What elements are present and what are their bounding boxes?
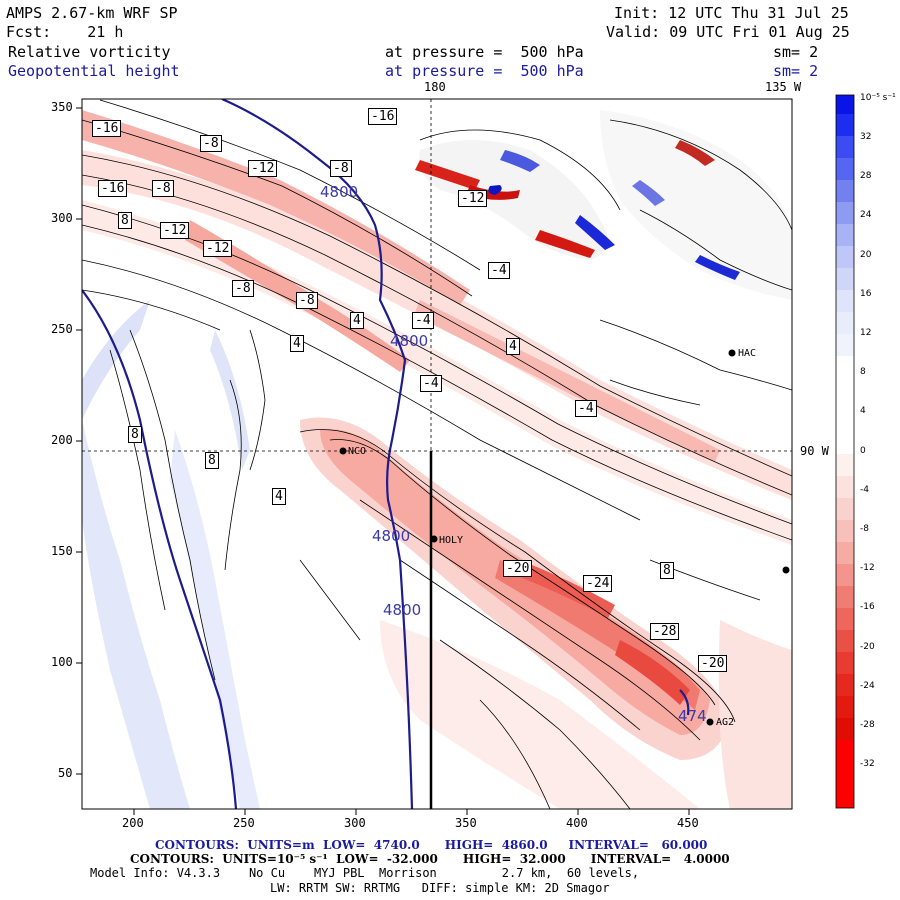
y-tick-label: 150 [51, 544, 73, 558]
colorbar-level-label: 16 [860, 288, 872, 299]
vorticity-contour-label: -8 [296, 292, 318, 309]
colorbar-level-label: 20 [860, 249, 872, 260]
x-tick-label: 350 [455, 816, 477, 830]
vorticity-contour-label: -28 [650, 623, 680, 640]
colorbar-level-label: 28 [860, 171, 872, 182]
colorbar-level-label: 12 [860, 328, 872, 338]
vorticity-contour-label: -8 [152, 180, 174, 197]
colorbar-level-label: -12 [860, 563, 875, 574]
vorticity-contour-label: 8 [118, 212, 132, 229]
shading-layer [82, 110, 792, 809]
height-contour-label: 4800 [383, 601, 422, 619]
colorbar-level-label: 24 [860, 210, 872, 221]
colorbar-level-label: -32 [860, 759, 875, 770]
lon-label-90w: 90 W [800, 444, 829, 458]
field2-smoothing: sm= 2 [773, 62, 819, 80]
vorticity-contour-label: 4 [506, 338, 520, 355]
forecast-hour: Fcst: 21 h [6, 23, 124, 41]
vorticity-contour-label: -12 [248, 160, 278, 177]
init-time: Init: 12 UTC Thu 31 Jul 25 [614, 4, 849, 22]
vorticity-contour-label: -4 [575, 400, 597, 417]
colorbar-level-label: 32 [860, 132, 872, 142]
height-contour-label: 474 [678, 707, 707, 725]
vorticity-contour-label: -4 [488, 262, 510, 279]
vorticity-contour-label: 8 [128, 426, 142, 443]
station-marker [782, 566, 790, 574]
x-tick-label: 300 [344, 816, 366, 830]
colorbar [835, 94, 855, 809]
vorticity-contour-label: -16 [98, 180, 128, 197]
vorticity-contour-label: 4 [272, 488, 286, 505]
vorticity-contour-label: -8 [330, 160, 352, 177]
footer-vorticity-contours: CONTOURS: UNITS=10⁻⁵ s⁻¹ LOW= -32.000 HI… [130, 852, 730, 866]
vorticity-contour-label: -12 [203, 240, 233, 257]
footer-model-info: Model Info: V4.3.3 No Cu MYJ PBL Morriso… [90, 866, 640, 880]
x-tick-label: 400 [566, 816, 588, 830]
station-label-hac: HAC [738, 348, 757, 359]
field2-name: Geopotential height [8, 62, 180, 80]
colorbar-level-label: -28 [860, 720, 875, 730]
valid-time: Valid: 09 UTC Fri 01 Aug 25 [606, 23, 850, 41]
colorbar-level-label: -20 [860, 641, 875, 652]
field1-name: Relative vorticity [8, 43, 171, 61]
vorticity-contour-label: -8 [200, 135, 222, 152]
colorbar-unit: 10⁻⁵ s⁻¹ [860, 93, 896, 103]
colorbar-level-label: -4 [860, 484, 869, 495]
vorticity-contour-label: -8 [232, 280, 254, 297]
height-contour-label: 4800 [372, 527, 411, 545]
y-tick-label: 250 [51, 322, 73, 336]
vorticity-contour-label: -20 [503, 560, 533, 577]
vorticity-contour-label: -24 [583, 575, 613, 592]
plot-frame [81, 98, 793, 810]
station-markers [339, 349, 790, 726]
height-contours [82, 99, 690, 809]
colorbar-level-label: 0 [860, 445, 866, 456]
axis-ticks [76, 107, 690, 815]
y-tick-label: 200 [51, 433, 73, 447]
vorticity-contour-label: -4 [412, 312, 434, 329]
vorticity-contour-label: 4 [350, 312, 364, 329]
model-title: AMPS 2.67-km WRF SP [6, 4, 178, 22]
vorticity-contour-label: -12 [458, 190, 488, 207]
field1-smoothing: sm= 2 [773, 43, 819, 61]
colorbar-level-label: -24 [860, 680, 875, 691]
x-tick-label: 450 [677, 816, 699, 830]
height-contour-label: 4800 [320, 183, 359, 201]
station-label-holy: HOLY [439, 535, 464, 546]
vorticity-contour-label: -16 [92, 120, 122, 137]
station-marker [728, 349, 736, 357]
colorbar-level-label: 4 [860, 406, 866, 417]
colorbar-level-label: 8 [860, 367, 866, 378]
field1-level: at pressure = 500 hPa [385, 43, 584, 61]
field2-level: at pressure = 500 hPa [385, 62, 584, 80]
x-tick-label: 200 [122, 816, 144, 830]
station-marker [706, 718, 714, 726]
vorticity-contour-label: -12 [160, 222, 190, 239]
footer-physics-info: LW: RRTM SW: RRTMG DIFF: simple KM: 2D S… [270, 881, 610, 895]
station-label-ag2: AG2 [716, 717, 735, 728]
station-marker [430, 535, 438, 543]
lon-label-135w: 135 W [765, 80, 802, 94]
x-tick-label: 250 [233, 816, 255, 830]
vorticity-contour-label: 8 [660, 562, 674, 579]
vorticity-contour-label: 4 [290, 335, 304, 352]
vorticity-contour-label: -20 [698, 655, 728, 672]
station-marker [339, 447, 347, 455]
footer-height-contours: CONTOURS: UNITS=m LOW= 4740.0 HIGH= 4860… [155, 838, 708, 852]
lon-label-180: 180 [424, 80, 446, 94]
y-tick-label: 300 [51, 211, 73, 225]
vorticity-contour-label: 8 [205, 452, 219, 469]
colorbar-level-label: -8 [860, 524, 869, 534]
vorticity-contour-label: -4 [420, 375, 442, 392]
y-tick-label: 100 [51, 655, 73, 669]
vorticity-contour-label: -16 [368, 108, 398, 125]
station-label-nco: NCO [348, 446, 367, 457]
y-tick-label: 50 [58, 766, 73, 780]
colorbar-level-label: -16 [860, 602, 875, 613]
y-tick-label: 350 [51, 100, 73, 114]
height-contour-label: 4800 [390, 332, 429, 350]
